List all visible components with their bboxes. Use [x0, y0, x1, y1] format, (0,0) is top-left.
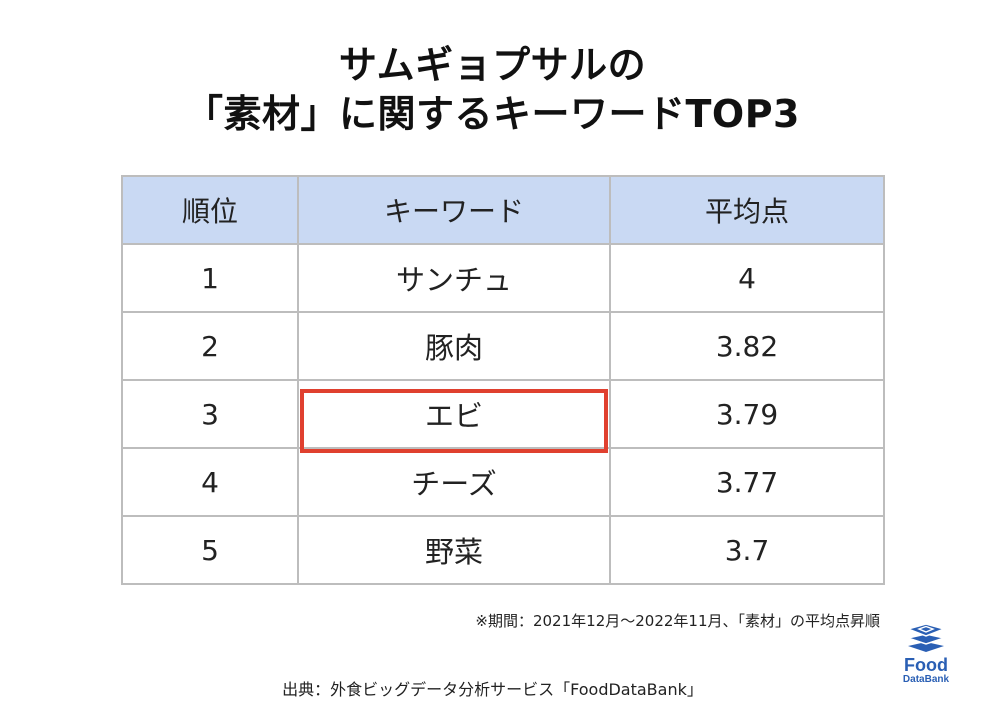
keyword-cell: 豚肉 — [297, 311, 611, 381]
table-row: 3 エビ 3.79 — [121, 379, 885, 449]
score-cell: 3.77 — [609, 447, 885, 517]
table-header-row: 順位 キーワード 平均点 — [121, 175, 885, 245]
source-credit: 出典：外食ビッグデータ分析サービス「FoodDataBank」 — [282, 680, 703, 699]
rank-cell: 1 — [121, 243, 299, 313]
keyword-cell: 野菜 — [297, 515, 611, 585]
ranking-table: 順位 キーワード 平均点 1 サンチュ 4 2 豚肉 3.82 3 エビ 3.7… — [121, 175, 885, 585]
table-row: 4 チーズ 3.77 — [121, 447, 885, 517]
period-note: ※期間：2021年12月〜2022年11月、「素材」の平均点昇順 — [475, 612, 880, 630]
header-keyword: キーワード — [297, 175, 611, 245]
table-row: 2 豚肉 3.82 — [121, 311, 885, 381]
rank-cell: 2 — [121, 311, 299, 381]
logo-word: Food — [904, 655, 948, 675]
keyword-cell: サンチュ — [297, 243, 611, 313]
header-rank: 順位 — [121, 175, 299, 245]
score-cell: 4 — [609, 243, 885, 313]
score-cell: 3.79 — [609, 379, 885, 449]
rank-cell: 4 — [121, 447, 299, 517]
keyword-cell: チーズ — [297, 447, 611, 517]
title-line-2: 「素材」に関するキーワードTOP3 — [184, 92, 801, 136]
keyword-cell-highlighted: エビ — [297, 379, 611, 449]
title-line-1: サムギョプサルの — [338, 43, 647, 87]
score-cell: 3.7 — [609, 515, 885, 585]
rank-cell: 3 — [121, 379, 299, 449]
score-cell: 3.82 — [609, 311, 885, 381]
stacked-layers-icon — [906, 623, 946, 652]
logo-sub: DataBank — [902, 674, 950, 685]
fooddatabank-logo: Food DataBank — [892, 620, 960, 685]
table-row: 5 野菜 3.7 — [121, 515, 885, 585]
header-score: 平均点 — [609, 175, 885, 245]
rank-cell: 5 — [121, 515, 299, 585]
table-row: 1 サンチュ 4 — [121, 243, 885, 313]
